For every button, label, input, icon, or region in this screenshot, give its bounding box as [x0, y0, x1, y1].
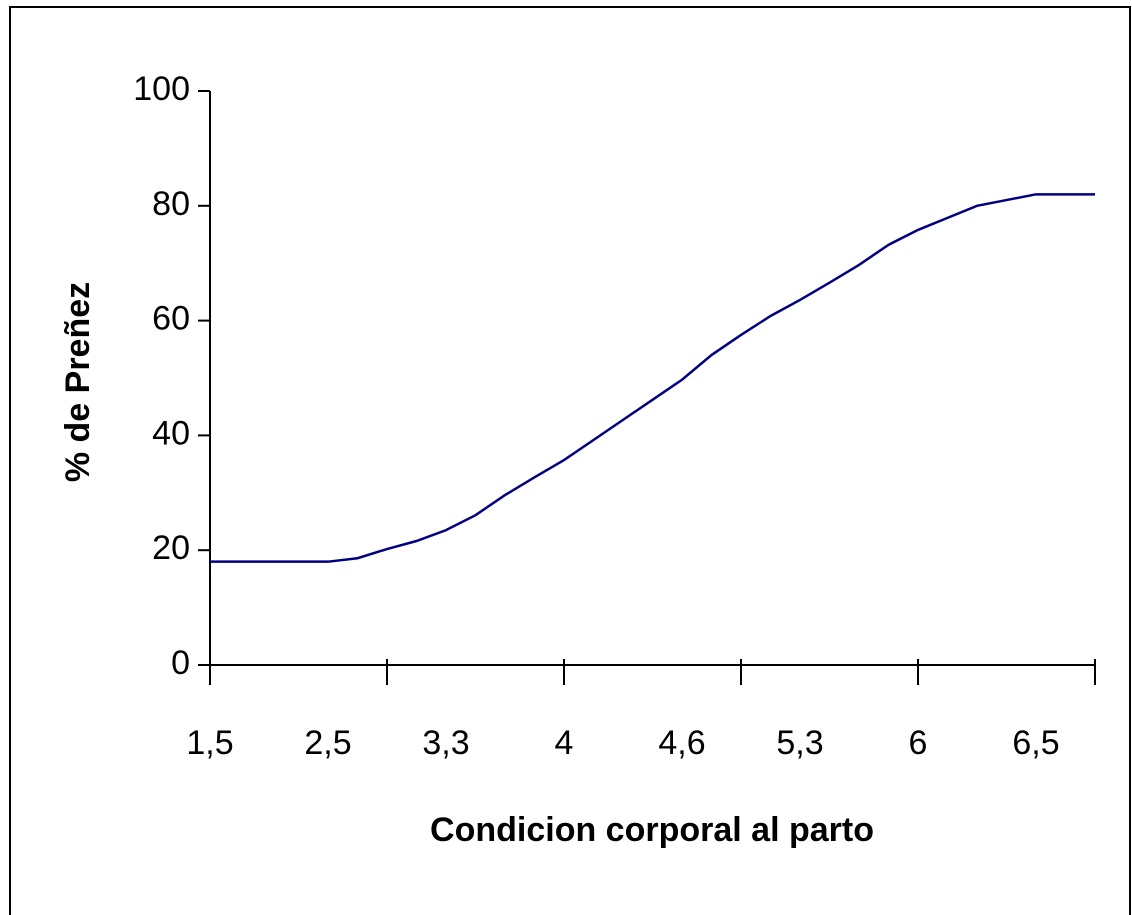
x-tick-label: 4: [555, 724, 574, 762]
x-tick-label: 4,6: [658, 724, 705, 762]
data-line: [210, 193, 1095, 563]
y-tick-label: 40: [152, 414, 190, 452]
y-tick-label: 0: [171, 644, 190, 682]
x-tick-label: 2,5: [304, 724, 351, 762]
y-tick-label: 100: [133, 70, 190, 108]
x-tick-label: 6,5: [1012, 724, 1059, 762]
frame: [9, 6, 1131, 915]
x-axis-title: Condicion corporal al parto: [430, 811, 874, 849]
x-tick-label: 6: [909, 724, 928, 762]
x-tick-label: 3,3: [422, 724, 469, 762]
y-axis-title: % de Preñez: [59, 282, 97, 482]
y-tick-label: 20: [152, 529, 190, 567]
x-tick-label: 1,5: [186, 724, 233, 762]
y-tick-label: 60: [152, 300, 190, 338]
x-tick-label: 5,3: [776, 724, 823, 762]
y-tick-label: 80: [152, 185, 190, 223]
